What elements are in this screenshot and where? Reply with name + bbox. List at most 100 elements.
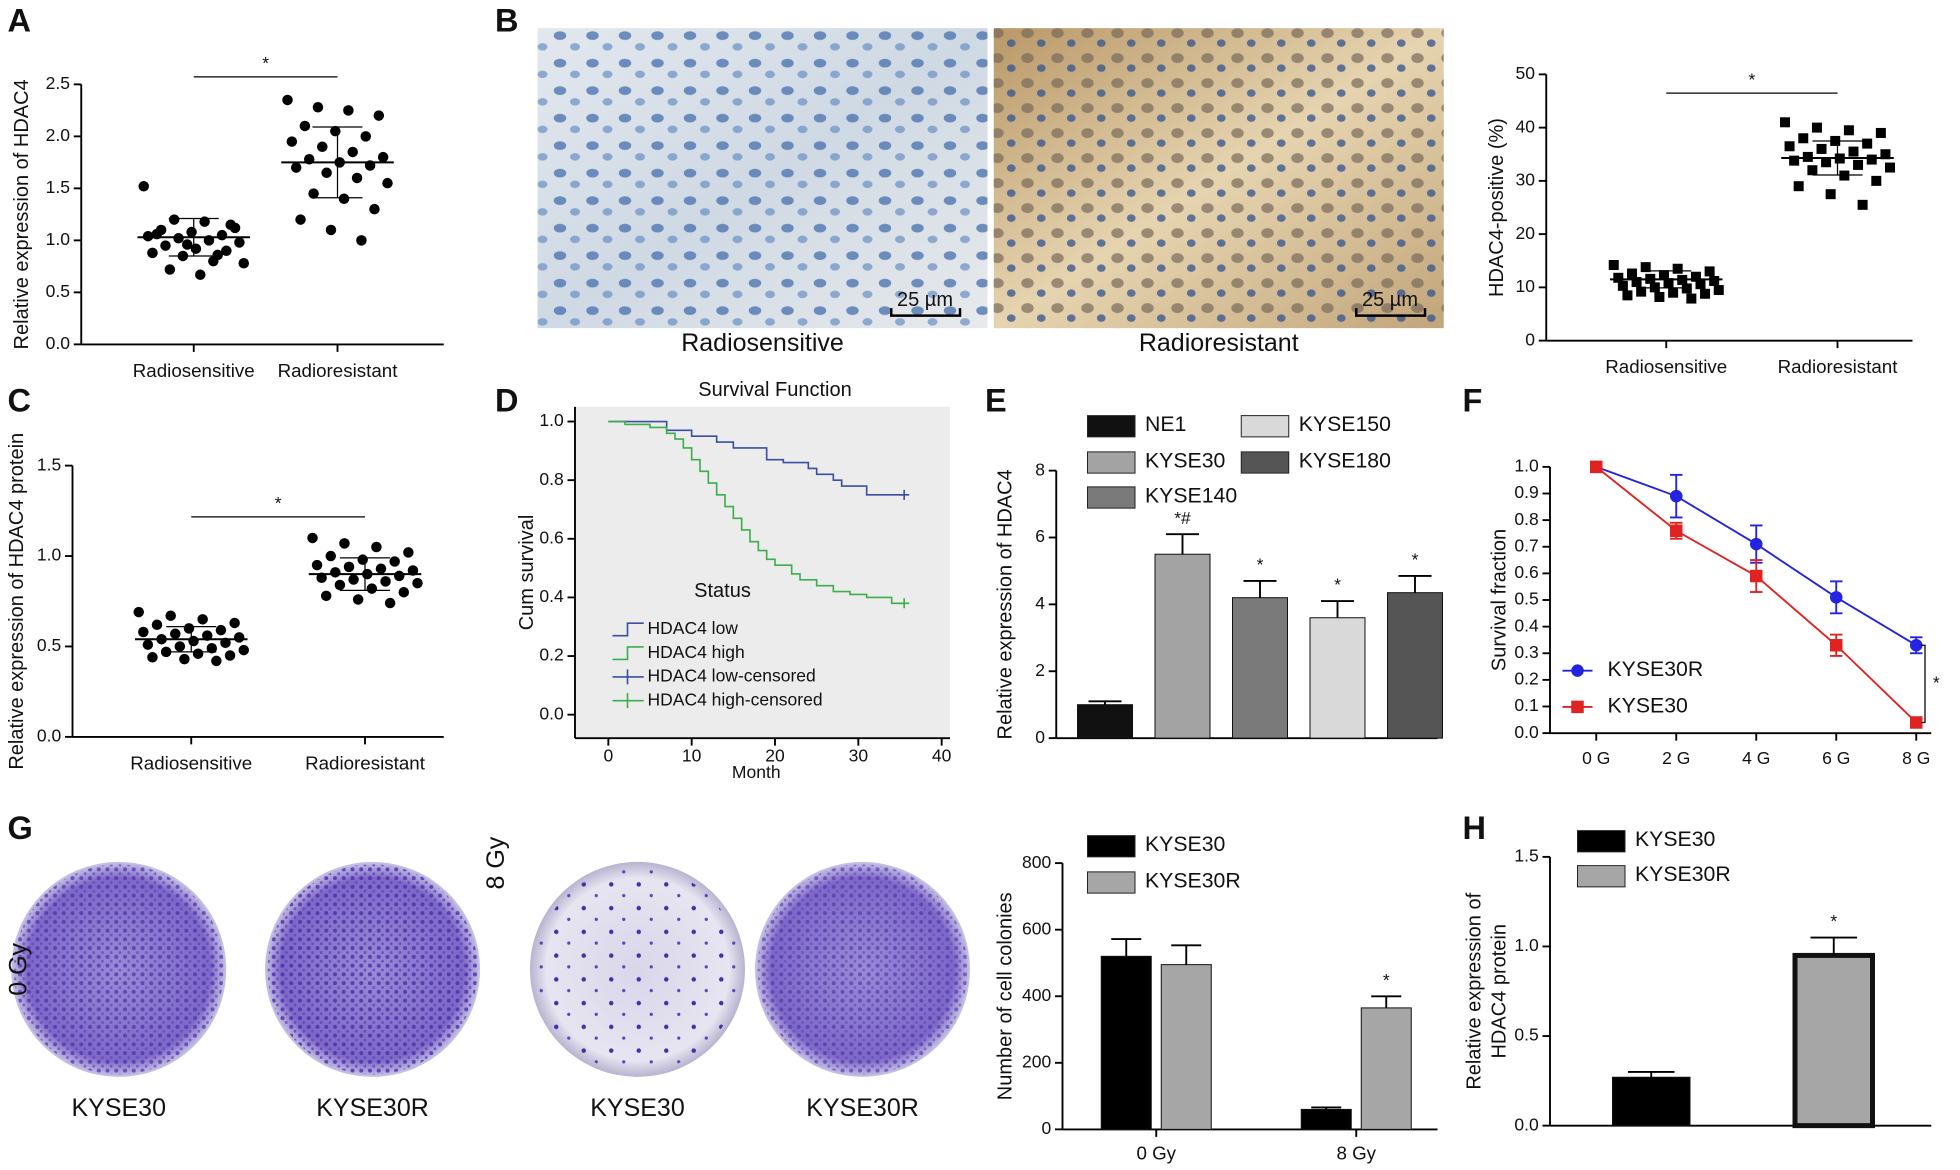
y-axis-label: Relative expression of HDAC4 — [995, 469, 1017, 739]
data-point — [343, 105, 354, 116]
data-point — [317, 141, 328, 153]
x-tick-label: 0 Gy — [1136, 1142, 1176, 1163]
data-point — [233, 632, 245, 643]
y-tick-label: 0.8 — [539, 469, 563, 489]
data-point — [173, 233, 184, 244]
legend-swatch — [1577, 830, 1626, 853]
data-point — [1668, 287, 1679, 298]
scale-bar-label: 25 µm — [1362, 289, 1418, 311]
x-tick-label: Radiosensitive — [1605, 356, 1727, 377]
data-point — [1811, 122, 1822, 133]
legend-swatch — [1087, 415, 1136, 438]
data-point — [147, 247, 158, 259]
y-tick-label: 0.7 — [1514, 535, 1538, 555]
y-axis-label: Relative expression of — [1463, 892, 1485, 1089]
data-point — [142, 230, 154, 242]
legend-label: KYSE180 — [1299, 448, 1391, 472]
data-point — [165, 610, 176, 621]
data-point — [389, 556, 400, 567]
data-point — [308, 188, 319, 199]
data-point — [343, 561, 355, 573]
x-tick-label: 8 G — [1902, 748, 1930, 768]
significance-mark: * — [1412, 550, 1419, 570]
x-tick-label: 40 — [932, 746, 952, 766]
chart-title: Survival Function — [698, 379, 851, 401]
data-point — [1627, 268, 1638, 279]
data-point — [1640, 262, 1651, 273]
data-point — [164, 264, 176, 275]
y-tick-label: 0.2 — [1514, 669, 1538, 689]
data-point — [183, 623, 195, 634]
legend-swatch — [1240, 451, 1290, 474]
bar — [1309, 617, 1366, 739]
y-tick-label: 400 — [1022, 985, 1051, 1005]
x-tick-label: 0 — [603, 746, 613, 766]
data-point — [1670, 524, 1683, 538]
plot-background — [575, 406, 950, 739]
data-point — [371, 541, 382, 553]
data-point — [330, 567, 341, 578]
data-point — [348, 574, 359, 585]
y-tick-label: 0.8 — [1514, 509, 1538, 529]
panel-label: C — [8, 383, 31, 419]
legend-marker — [1571, 700, 1584, 714]
legend-label: HDAC4 high-censored — [648, 689, 823, 709]
data-point — [160, 646, 172, 658]
dish-row-label: 0 Gy — [5, 942, 33, 995]
data-point — [1784, 141, 1795, 152]
data-point — [1830, 591, 1843, 604]
y-tick-label: 0 — [1035, 727, 1045, 747]
y-tick-label: 2 — [1035, 660, 1045, 680]
bar — [1792, 952, 1875, 1129]
significance-mark: * — [1830, 911, 1837, 931]
data-point — [1700, 288, 1711, 299]
data-point — [229, 617, 240, 629]
x-tick-label: Radiosensitive — [133, 360, 255, 381]
data-point — [307, 532, 318, 544]
data-point — [147, 652, 158, 663]
scale-bar — [890, 308, 962, 317]
data-point — [1793, 181, 1804, 192]
data-point — [1590, 460, 1603, 474]
data-point — [1608, 260, 1619, 271]
y-tick-label: 1.0 — [46, 229, 71, 249]
legend-title: Status — [694, 580, 751, 602]
scale-bar-label: 25 µm — [897, 289, 953, 311]
y-tick-label: 2.0 — [46, 125, 71, 145]
significance-mark: *# — [1174, 508, 1191, 528]
data-point — [1686, 293, 1697, 304]
y-tick-label: 1.0 — [539, 410, 564, 430]
panel-label: H — [1463, 810, 1486, 846]
y-tick-label: 0.5 — [1514, 589, 1538, 609]
y-tick-label: 800 — [1022, 852, 1051, 872]
data-point — [1709, 275, 1720, 286]
y-tick-label: 0 — [1042, 1118, 1052, 1138]
data-point — [1636, 286, 1647, 297]
y-tick-label: 1.0 — [1514, 935, 1539, 955]
series-line — [1595, 466, 1917, 724]
dish-colonies — [535, 866, 740, 1072]
data-point — [320, 590, 332, 602]
data-point — [1658, 270, 1669, 281]
bar — [1612, 1076, 1691, 1127]
panel-label: F — [1463, 383, 1483, 419]
data-point — [321, 167, 332, 179]
y-axis-label: HDAC4-positive (%) — [1486, 118, 1508, 297]
dish-colonies — [267, 864, 478, 1075]
data-point — [1690, 271, 1701, 282]
data-point — [375, 563, 387, 574]
y-tick-label: 30 — [1516, 170, 1536, 190]
data-point — [188, 635, 199, 647]
data-point — [334, 579, 346, 591]
data-point — [1843, 125, 1854, 136]
bar — [1300, 1108, 1352, 1130]
y-tick-label: 1.0 — [1514, 456, 1539, 476]
legend-label: KYSE30 — [1635, 827, 1715, 851]
survival-curve — [608, 420, 905, 496]
survival-curve — [608, 420, 905, 605]
y-tick-label: 0.5 — [46, 281, 70, 301]
data-point — [393, 570, 405, 582]
bar — [1360, 1007, 1412, 1130]
x-tick-label: Radioresistant — [305, 752, 426, 773]
